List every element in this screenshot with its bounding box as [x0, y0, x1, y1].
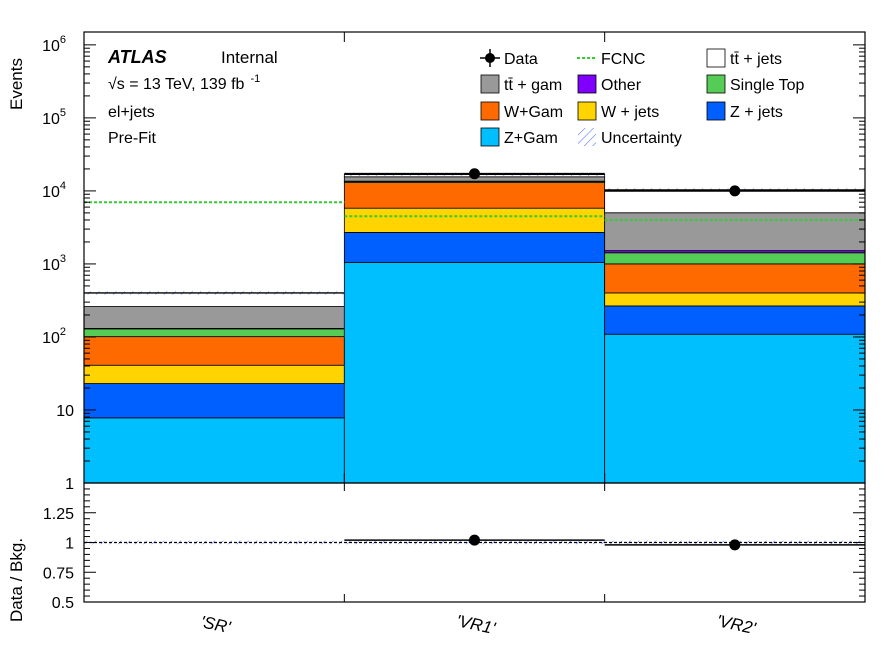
- bar-segment-0-1: [343, 261, 606, 484]
- legend-swatch-1-1: [577, 74, 597, 94]
- bar-segment-7-0: [83, 292, 345, 307]
- ratio-panel: 0.5 0.75 1 1.25 Data / Bkg.: [7, 482, 866, 622]
- y-tick-label: 10: [56, 403, 74, 420]
- legend-label: FCNC: [601, 51, 645, 68]
- y-tick-label-base: 10: [42, 111, 60, 128]
- energy-exponent: -1: [250, 73, 260, 85]
- legend-label: tt̄ + jets: [730, 51, 782, 68]
- y-tick-label-exponent: 6: [60, 34, 66, 46]
- ratio-y-tick-label: 1: [65, 536, 74, 553]
- bar-segment-1-0: [83, 383, 345, 419]
- bar-segment-6-0: [83, 306, 345, 329]
- channel-label: el+jets: [108, 104, 155, 121]
- bar-segment-6-2: [604, 212, 866, 252]
- ratio-point-2: [729, 539, 741, 551]
- atlas-label: ATLAS: [107, 47, 167, 67]
- bar-segment-2-2: [604, 292, 866, 307]
- y-tick-label: 106: [42, 34, 66, 55]
- legend-swatch-0-2: [480, 101, 500, 121]
- stacked-bars: [83, 172, 866, 484]
- legend-hatch-swatch: [578, 128, 596, 146]
- x-category-label: 'SR': [199, 612, 233, 637]
- x-axis-labels: 'SR' 'VR1' 'VR2': [199, 611, 758, 638]
- legend: Data tt̄ + gam W+Gam Z+Gam FCNC Other W + jets…: [480, 48, 805, 147]
- legend-label: W + jets: [601, 104, 659, 121]
- legend-label: Z + jets: [730, 104, 783, 121]
- data-point-2: [729, 185, 741, 197]
- ratio-y-axis-label: Data / Bkg.: [7, 538, 26, 622]
- y-tick-label-exponent: 3: [60, 253, 66, 265]
- y-tick-label-base: 10: [42, 330, 60, 347]
- bar-segment-3-0: [83, 336, 345, 366]
- energy-text: = 13 TeV, 139 fb: [125, 76, 245, 93]
- y-tick-label-base: 1: [65, 476, 74, 493]
- overlay-lines: [84, 168, 865, 221]
- energy-label: √s = 13 TeV, 139 fb -1: [108, 73, 260, 93]
- legend-label: Data: [504, 51, 538, 68]
- bar-segment-4-0: [83, 328, 345, 338]
- legend-label: tt̄ + gam: [504, 77, 562, 94]
- ratio-y-tick-label: 0.75: [43, 565, 74, 582]
- y-tick-label-exponent: 2: [60, 326, 66, 338]
- internal-label: Internal: [221, 48, 278, 67]
- legend-label: Uncertainty: [601, 130, 682, 147]
- ratio-point-1: [469, 534, 480, 546]
- ratio-y-tick-label: 0.5: [52, 595, 74, 612]
- ratio-y-axis: 0.5 0.75 1 1.25: [43, 482, 866, 612]
- ratio-content: [84, 534, 865, 551]
- legend-label: Z+Gam: [504, 130, 558, 147]
- bar-segment-0-2: [604, 333, 866, 484]
- data-point-1: [469, 168, 480, 180]
- y-tick-label-base: 10: [56, 403, 74, 420]
- bar-segment-0-0: [83, 417, 345, 484]
- bar-segment-2-1: [343, 207, 606, 233]
- y-tick-label: 102: [42, 326, 66, 347]
- stage-label: Pre-Fit: [108, 130, 157, 147]
- y-tick-label: 103: [42, 253, 66, 274]
- bar-segment-1-2: [604, 305, 866, 335]
- y-tick-label-base: 10: [42, 38, 60, 55]
- ratio-y-tick-label: 1.25: [43, 506, 74, 523]
- bar-segment-3-1: [343, 182, 606, 209]
- bar-segment-3-2: [604, 263, 866, 294]
- bar-segment-1-1: [343, 232, 606, 263]
- legend-label: Single Top: [730, 77, 805, 94]
- y-tick-label-base: 10: [42, 184, 60, 201]
- x-category-label: 'VR1': [454, 611, 497, 638]
- legend-swatch-0-1: [480, 74, 500, 94]
- legend-swatch-2-2: [706, 101, 726, 121]
- y-tick-label: 105: [42, 107, 66, 128]
- legend-swatch-2-1: [706, 74, 726, 94]
- y-tick-label-exponent: 5: [60, 107, 66, 119]
- y-tick-label-base: 10: [42, 257, 60, 274]
- legend-label: W+Gam: [504, 104, 563, 121]
- y-tick-label: 104: [42, 180, 66, 201]
- main-y-axis-label: Events: [7, 58, 26, 110]
- bar-segment-4-2: [604, 252, 866, 265]
- legend-swatch-0-3: [480, 127, 500, 147]
- y-tick-label: 1: [65, 476, 74, 493]
- legend-label: Other: [601, 77, 642, 94]
- legend-swatch-2-0: [706, 48, 726, 68]
- bar-segment-2-0: [83, 364, 345, 384]
- legend-swatch-1-2: [577, 101, 597, 121]
- x-category-label: 'VR2': [715, 611, 758, 638]
- legend-data-marker: [485, 53, 495, 63]
- energy-sqrt: √s: [108, 76, 125, 93]
- y-tick-label-exponent: 4: [60, 180, 66, 192]
